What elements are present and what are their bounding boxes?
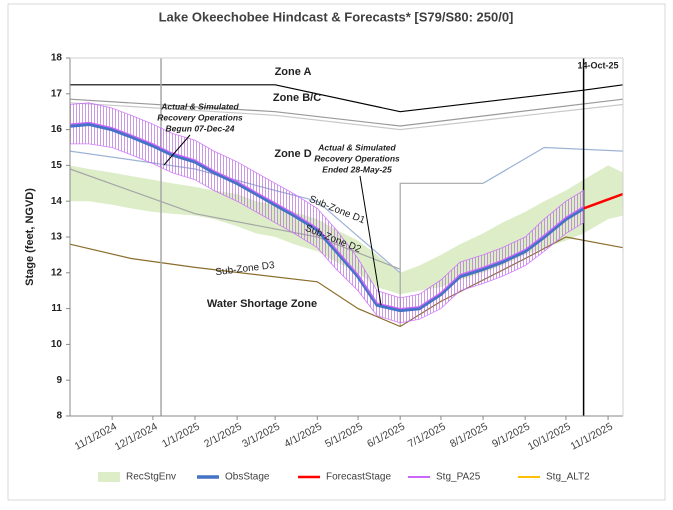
y-axis-label: Stage (feet, NGVD) (24, 188, 36, 286)
x-tick-label: 8/1/2025 (448, 420, 490, 450)
annotation: Recovery Operations (157, 112, 243, 122)
series-line (69, 122, 585, 313)
legend-swatch (98, 472, 120, 482)
zone-line (399, 182, 484, 327)
y-tick-label: 9 (56, 375, 62, 386)
annotation: Zone B/C (273, 92, 321, 104)
y-tick-label: 11 (51, 303, 62, 314)
y-tick-label: 12 (51, 267, 63, 278)
x-tick-label: 11/1/2024 (73, 420, 119, 452)
zone-line (69, 102, 624, 131)
x-tick-label: 1/1/2025 (160, 420, 202, 450)
y-tick-label: 16 (51, 124, 63, 135)
y-tick-label: 14 (51, 196, 63, 207)
annotation: Ended 28-May-25 (322, 164, 392, 174)
annotation: Water Shortage Zone (207, 298, 317, 310)
x-tick-label: 4/1/2025 (282, 420, 324, 450)
x-tick-label: 9/1/2025 (490, 420, 532, 450)
legend-label: ObsStage (225, 472, 270, 483)
annotation: Begun 07-Dec-24 (166, 123, 235, 133)
x-tick-label: 10/1/2025 (526, 420, 573, 453)
legend-label: RecStgEnv (126, 472, 176, 483)
x-tick-label: 3/1/2025 (240, 420, 282, 450)
x-tick-label: 7/1/2025 (406, 420, 448, 450)
series-line (583, 192, 624, 210)
x-tick-label: 2/1/2025 (202, 420, 244, 450)
y-tick-label: 10 (51, 339, 63, 350)
chart-border (7, 3, 666, 501)
legend-label: ForecastStage (326, 472, 391, 483)
x-tick-label: 5/1/2025 (323, 420, 365, 450)
annotation-arrow (359, 175, 382, 306)
x-tick-label: 6/1/2025 (365, 420, 407, 450)
y-tick-label: 18 (51, 53, 63, 64)
series-line (69, 121, 584, 310)
zone-line (69, 98, 624, 127)
x-tick-label: 11/1/2025 (569, 420, 615, 452)
range-band (69, 102, 584, 324)
y-tick-label: 15 (51, 160, 63, 171)
zone-line (70, 84, 624, 113)
annotation: Zone D (274, 148, 311, 160)
chart-title: Lake Okeechobee Hindcast & Forecasts* [S… (159, 9, 514, 24)
annotation: Actual & Simulated (317, 142, 396, 152)
legend-label: Stg_ALT2 (546, 472, 590, 483)
y-tick-label: 13 (51, 232, 63, 243)
legend-label: Stg_PA25 (436, 472, 481, 483)
x-tick-label: 12/1/2024 (113, 420, 160, 453)
y-tick-label: 17 (51, 88, 63, 99)
y-tick-label: 8 (56, 411, 62, 422)
annotation: Zone A (275, 66, 312, 78)
annotation: Recovery Operations (314, 153, 400, 163)
annotation-arrow (163, 134, 191, 166)
annotation: Actual & Simulated (160, 101, 239, 111)
zone-line (69, 168, 401, 270)
annotation: 14-Oct-25 (577, 60, 618, 70)
